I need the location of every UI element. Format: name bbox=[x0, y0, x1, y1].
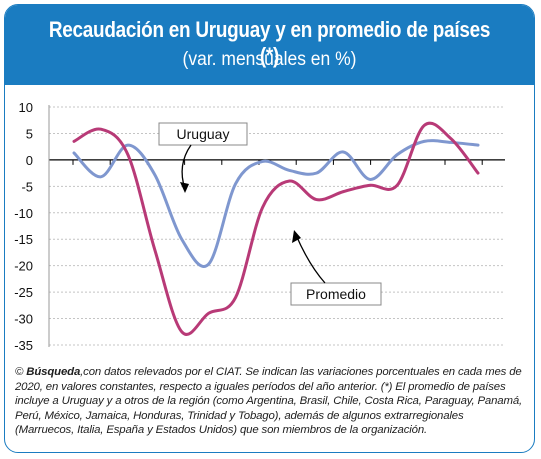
y-tick-label: 0 bbox=[26, 153, 33, 168]
y-tick-label: 5 bbox=[26, 126, 33, 141]
line-chart: 10 5 0 -5 -10 -15 -20 -25 -30 -35 Uruguay Promedio bbox=[14, 100, 505, 353]
chart-card: Recaudación en Uruguay y en promedio de … bbox=[4, 4, 535, 453]
chart-subtitle: (var. mensuales en %) bbox=[182, 49, 357, 70]
series-line-uruguay bbox=[72, 139, 480, 268]
series-line-promedio bbox=[72, 121, 480, 336]
copyright-symbol: © bbox=[15, 366, 27, 378]
y-tick-label: 10 bbox=[19, 100, 33, 115]
source-name: Búsqueda bbox=[26, 366, 81, 378]
promedio-label-box bbox=[290, 282, 382, 306]
promedio-label: Promedio bbox=[306, 286, 366, 302]
promedio-arrowhead bbox=[292, 230, 301, 243]
y-tick-label: -5 bbox=[21, 179, 33, 194]
uruguay-arrow bbox=[181, 144, 192, 190]
chart-area: 10 5 0 -5 -10 -15 -20 -25 -30 -35 Uruguay Promedio bbox=[5, 85, 534, 361]
chart-header: Recaudación en Uruguay y en promedio de … bbox=[5, 5, 534, 85]
promedio-arrow bbox=[295, 234, 326, 284]
chart-title: Recaudación en Uruguay y en promedio de … bbox=[48, 17, 491, 68]
y-tick-label: -30 bbox=[14, 312, 33, 327]
uruguay-arrowhead bbox=[180, 182, 189, 193]
y-tick-label: -20 bbox=[14, 259, 33, 274]
uruguay-label: Uruguay bbox=[177, 126, 230, 142]
y-tick-label: -15 bbox=[14, 232, 33, 247]
y-tick-label: -25 bbox=[14, 285, 33, 300]
note-text: ,con datos relevados por el CIAT. Se ind… bbox=[15, 366, 523, 437]
y-tick-label: -10 bbox=[14, 206, 33, 221]
uruguay-label-box bbox=[158, 122, 248, 146]
y-tick-label: -35 bbox=[14, 338, 33, 353]
source-note: © Búsqueda,con datos relevados por el CI… bbox=[15, 365, 525, 438]
